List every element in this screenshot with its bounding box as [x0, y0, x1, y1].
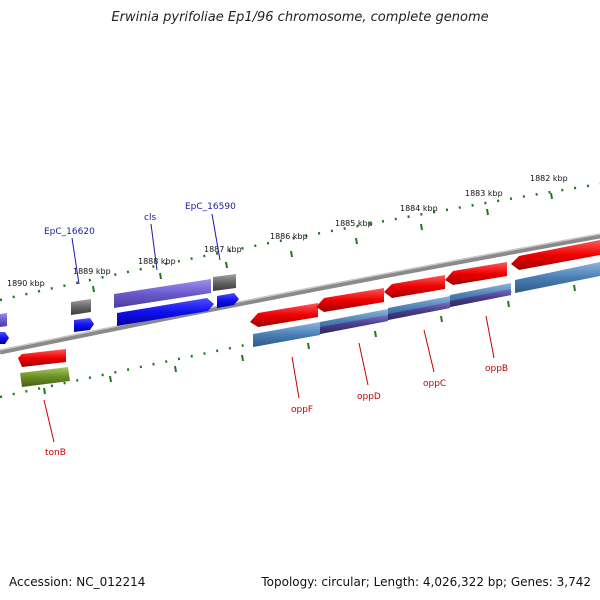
chromosome-backbone-highlight [0, 233, 600, 351]
gene-label-oppC[interactable]: oppC [423, 379, 446, 389]
gene-EpC_16590[interactable] [213, 274, 236, 291]
gene-label-tonB[interactable]: tonB [45, 448, 66, 458]
gene-label-EpC_16590[interactable]: EpC_16590 [185, 202, 236, 212]
gene-oppB-band[interactable] [450, 289, 511, 307]
gene-cls[interactable] [114, 279, 211, 308]
gene-label-oppD[interactable]: oppD [357, 392, 381, 402]
gene-tonB-cds[interactable] [20, 367, 70, 387]
gene-oppA[interactable] [511, 240, 600, 270]
gene-cls-cds[interactable] [117, 298, 214, 326]
gene-oppF[interactable] [250, 303, 318, 327]
gene-oppD[interactable] [316, 288, 384, 312]
scale-label-1884: 1884 kbp [400, 204, 438, 213]
label-leaders-red [43, 315, 495, 443]
gene-label-oppB[interactable]: oppB [485, 364, 508, 374]
gene-oppD-band[interactable] [320, 315, 388, 334]
scale-label-1887: 1887 kbp [204, 245, 242, 254]
scale-label-1888: 1888 kbp [138, 257, 176, 266]
scale-label-1890: 1890 kbp [7, 279, 45, 288]
scale-label-1883: 1883 kbp [465, 189, 503, 198]
gene-tonB[interactable] [18, 349, 66, 367]
label-leaders-blue [71, 213, 221, 285]
scale-label-1886: 1886 kbp [270, 232, 308, 241]
gene-edge-blue[interactable] [0, 332, 9, 344]
genome-title: Erwinia pyrifoliae Ep1/96 chromosome, co… [111, 10, 489, 25]
gene-EpC_16620-cds[interactable] [74, 318, 94, 332]
scale-major-ticks-lower [43, 284, 576, 395]
gene-oppC-band[interactable] [388, 302, 450, 320]
scale-label-1882: 1882 kbp [530, 174, 568, 183]
scale-label-1885: 1885 kbp [335, 219, 373, 228]
scale-major-ticks-upper [92, 192, 553, 293]
genome-summary-text: Topology: circular; Length: 4,026,322 bp… [261, 575, 591, 589]
gene-EpC_16620[interactable] [71, 299, 91, 315]
gene-label-EpC_16620[interactable]: EpC_16620 [44, 227, 95, 237]
accession-text: Accession: NC_012214 [9, 575, 146, 589]
gene-edge-purple[interactable] [0, 313, 7, 327]
gene-EpC_16590-cds[interactable] [217, 293, 239, 308]
scale-label-1889: 1889 kbp [73, 267, 111, 276]
scale-track-upper [0, 182, 600, 302]
chromosome-backbone [0, 233, 600, 355]
gene-oppC[interactable] [384, 275, 445, 298]
gene-oppF-cds[interactable] [253, 322, 320, 347]
gene-label-oppF[interactable]: oppF [291, 405, 313, 415]
gene-oppA-cds[interactable] [515, 262, 600, 293]
gene-oppB[interactable] [445, 262, 507, 285]
gene-label-cls[interactable]: cls [144, 213, 156, 223]
